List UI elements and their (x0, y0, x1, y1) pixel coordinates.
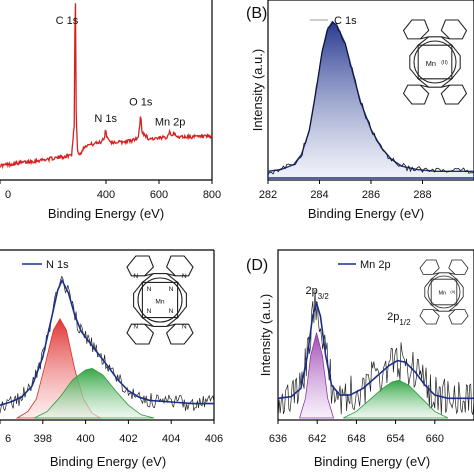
panel-d-component-1 (299, 332, 335, 419)
panel-d-frame (277, 249, 474, 421)
panel-b-legend-label: C 1s (334, 15, 357, 27)
panel-a-survey-line (0, 3, 213, 170)
panel-d-x-tick-label: 648 (347, 433, 365, 445)
panel-d-fit-envelope (277, 300, 474, 400)
panel-b-plot: 282 284 286 288 (259, 20, 474, 201)
panel-d-x-label: Binding Energy (eV) (314, 454, 430, 469)
panel-c-n3: N (147, 308, 152, 315)
panel-c-n8: N (182, 324, 187, 331)
panel-b-legend: C 1s (310, 15, 357, 27)
panel-c-molecule-metal: Mn (155, 298, 164, 305)
panel-d-legend: Mn 2p (338, 259, 391, 271)
panel-c-x-label: Binding Energy (eV) (50, 454, 166, 469)
panel-b-molecule: Mn (II) (402, 19, 468, 105)
panel-c-n5: N (133, 273, 138, 280)
panel-a-x-tick-label: 600 (150, 189, 168, 201)
panel-c-x-tick-label: 406 (205, 433, 223, 445)
panel-d-molecule: Mn (II) (419, 259, 469, 325)
panel-d-x-tick-label: 642 (308, 433, 326, 445)
panel-c: 6 398 400 402 404 406 N 1s Mn N N N N N N N N… (0, 249, 223, 469)
panel-d-component-2 (343, 379, 449, 419)
panel-b-x-label: Binding Energy (eV) (308, 206, 424, 221)
panel-c-component-2 (34, 367, 155, 419)
panel-b-y-label: Intensity (a.u.) (250, 49, 265, 131)
panel-c-x-tick-label: 404 (162, 433, 180, 445)
panel-c-plot: 6 398 400 402 404 406 (0, 275, 223, 445)
panel-b-x-tick-label: 286 (362, 189, 380, 201)
panel-a-peak-label: O 1s (129, 97, 153, 109)
panel-d-x-tick-label: 660 (426, 433, 444, 445)
panel-c-molecule: Mn N N N N N N N N (126, 255, 194, 345)
panel-a-x-label: Binding Energy (eV) (48, 206, 164, 221)
panel-b-label: (B) (246, 5, 267, 22)
panel-d-plot: 636 642 648 654 660 2p3/2 2p1/2 (269, 285, 474, 445)
panel-a-peak-label: Mn 2p (155, 116, 186, 128)
panel-b-x-tick-label: 288 (413, 189, 431, 201)
panel-c-n6: N (182, 273, 187, 280)
panel-d-legend-label: Mn 2p (360, 259, 391, 271)
panel-a-x-tick-label: 800 (203, 189, 221, 201)
panel-c-legend: N 1s (22, 259, 69, 271)
panel-c-n7: N (133, 324, 138, 331)
panel-c-n2: N (169, 286, 174, 293)
panel-b-molecule-oxidation: (II) (441, 60, 448, 66)
panel-c-x-tick-label: 400 (76, 433, 94, 445)
panel-c-n4: N (169, 308, 174, 315)
panel-d-x-tick-label: 636 (269, 433, 287, 445)
panel-a-x-tick-label: 0 (5, 189, 11, 201)
panel-a-x-tick-label: 400 (97, 189, 115, 201)
panel-d-peak-label: 2p3/2 (306, 285, 330, 301)
panel-d-peak-label: 2p1/2 (387, 311, 411, 327)
panel-c-x-tick-label: 398 (34, 433, 52, 445)
panel-a-peak-label: C 1s (56, 15, 79, 27)
panel-a-peak-label: N 1s (94, 113, 117, 125)
panel-d-x-tick-label: 654 (386, 433, 404, 445)
panel-b-x-tick-label: 284 (310, 189, 328, 201)
panel-d: (D) Intensity (a.u.) 636 642 648 654 660 2p3/… (246, 249, 474, 469)
panel-c-x-tick-label: 402 (119, 433, 137, 445)
panel-d-molecule-oxidation: (II) (450, 289, 456, 294)
panel-b-raw-data (267, 21, 474, 175)
panel-d-label: (D) (246, 257, 268, 274)
panel-c-x-tick-label: 6 (5, 433, 11, 445)
panel-c-n1: N (147, 286, 152, 293)
panel-c-fit-envelope (0, 278, 214, 406)
panel-b: (B) Intensity (a.u.) 282 284 286 288 C 1s M… (246, 0, 474, 221)
panel-d-y-label: Intensity (a.u.) (258, 294, 273, 376)
panel-b-molecule-metal: Mn (426, 59, 436, 68)
panel-d-molecule-metal: Mn (439, 290, 447, 296)
panel-c-legend-label: N 1s (46, 259, 69, 271)
panel-b-x-tick-label: 282 (259, 189, 277, 201)
